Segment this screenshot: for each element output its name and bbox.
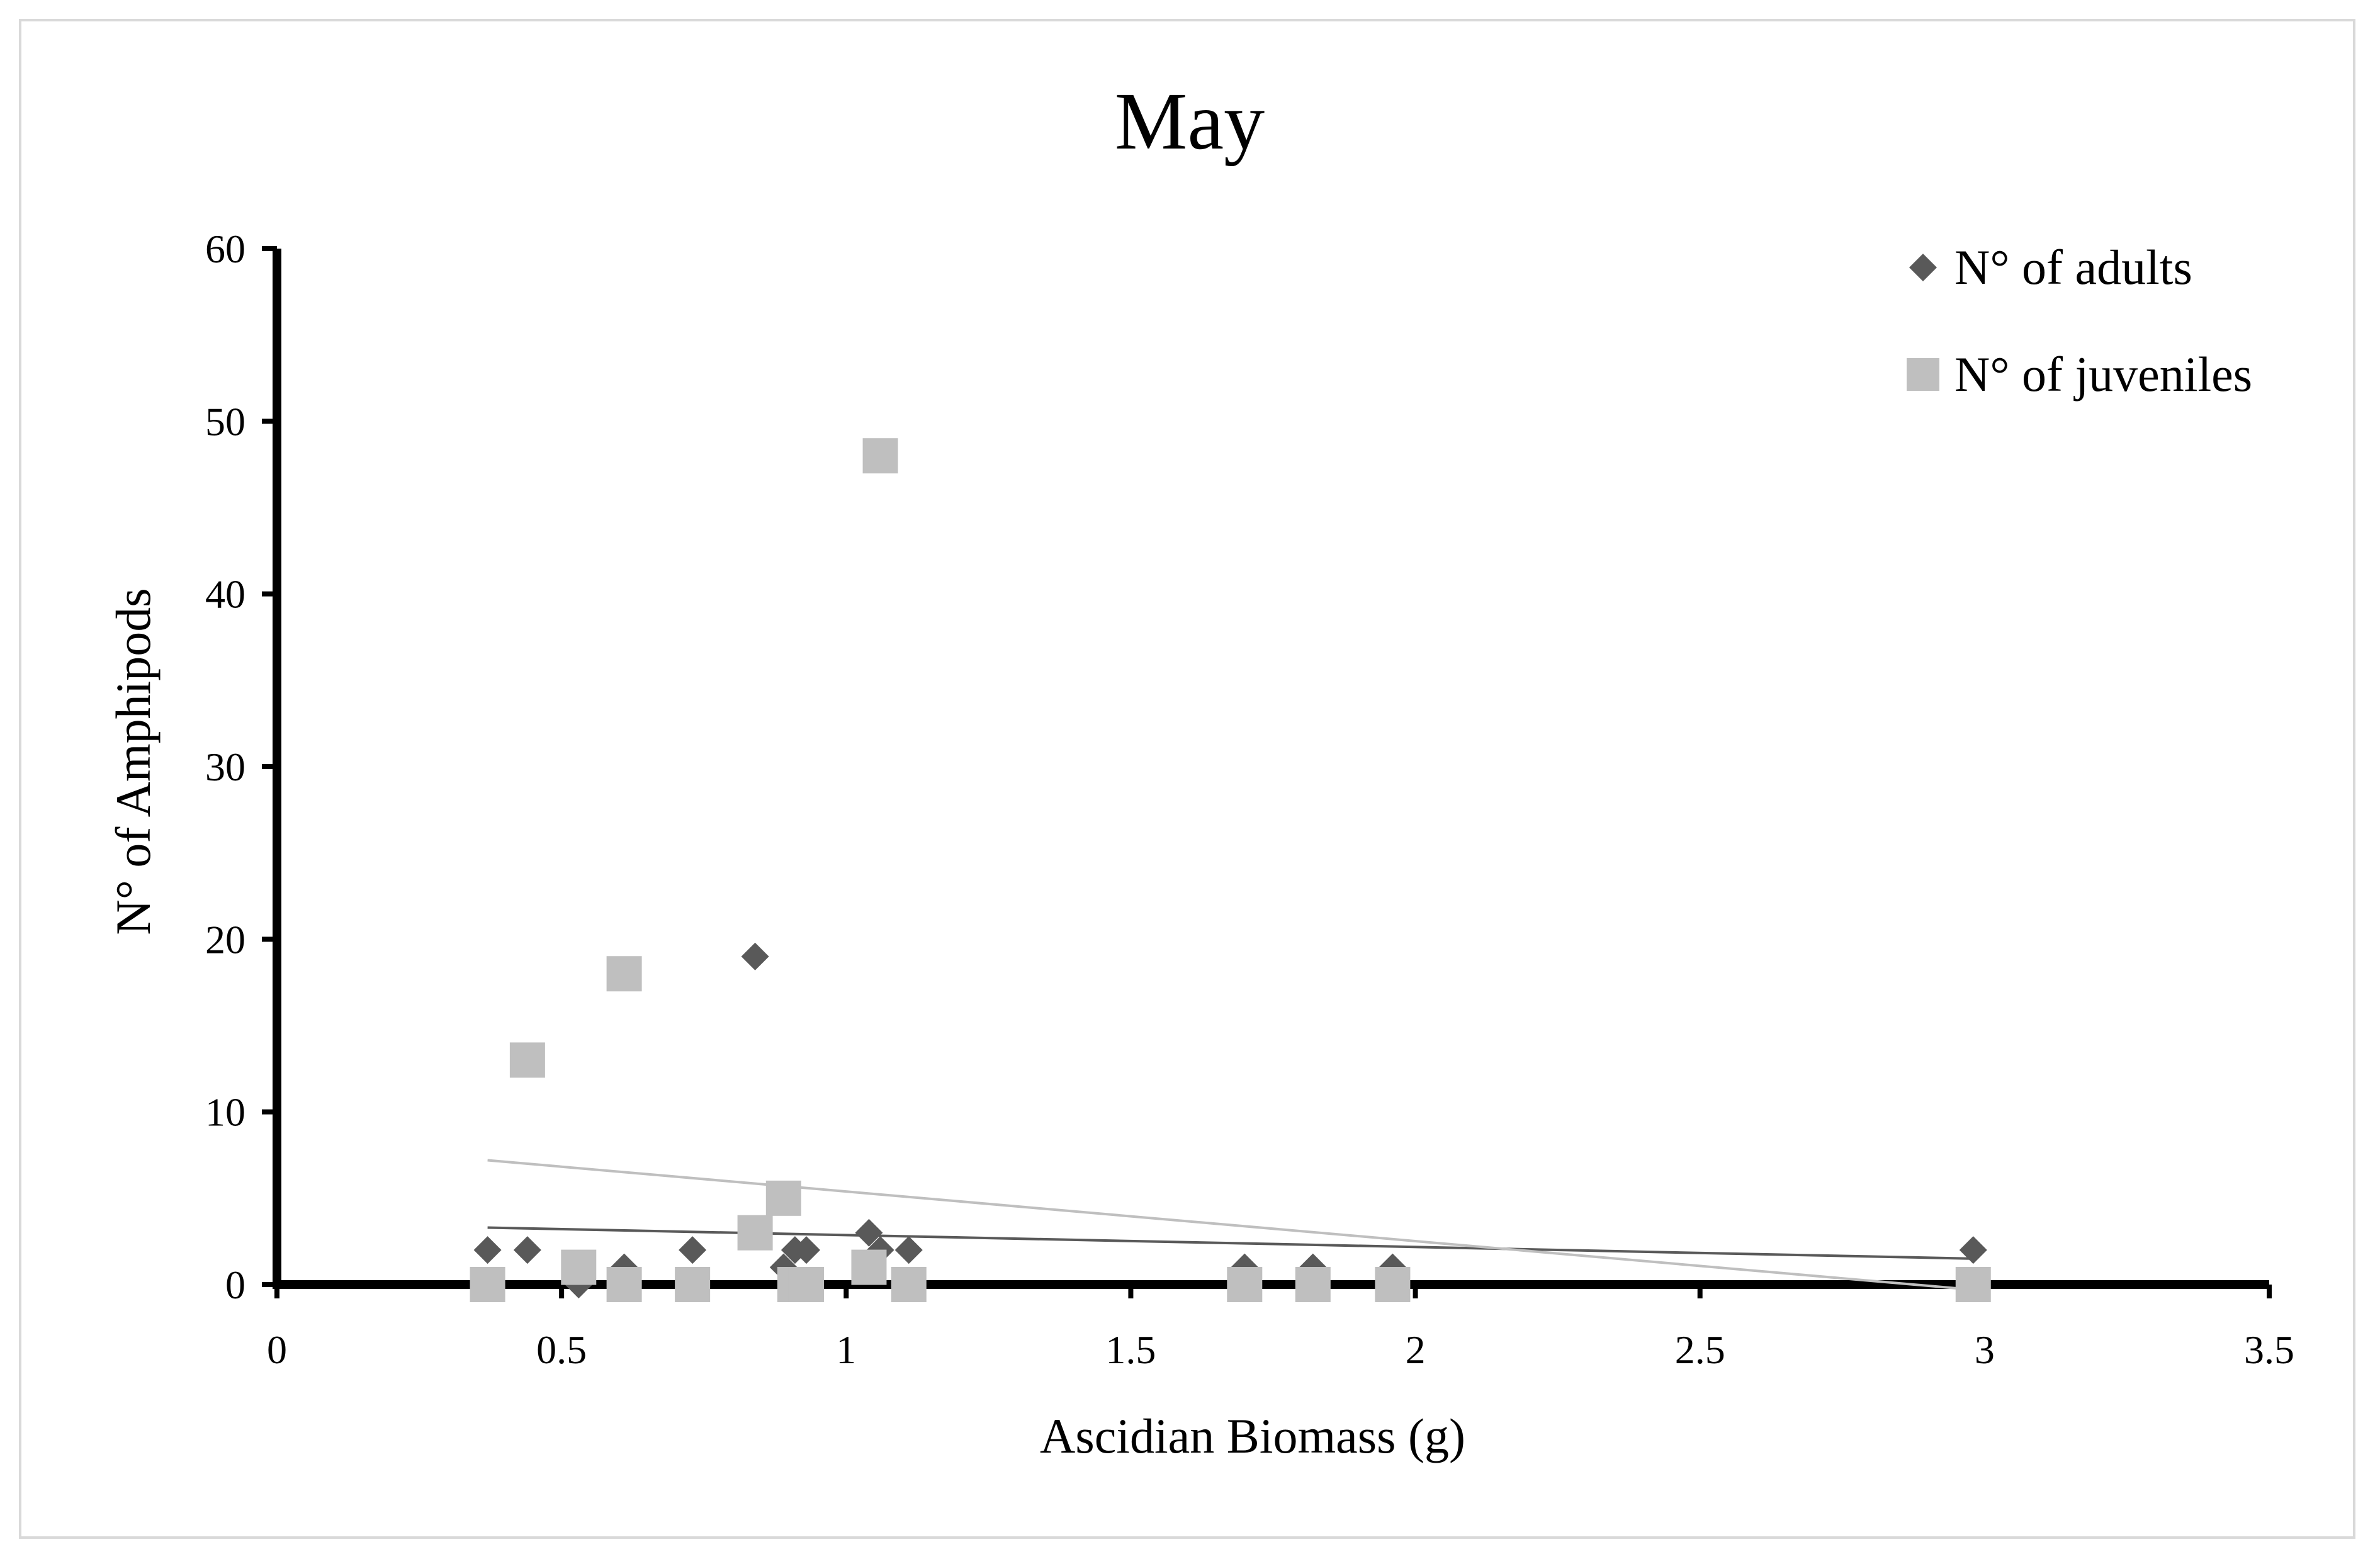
y-tick-label: 10: [205, 1090, 245, 1135]
legend-juveniles-marker: [1907, 358, 1939, 391]
juveniles-point: [891, 1267, 927, 1302]
juveniles-point: [606, 1267, 642, 1302]
legend: N° of adults N° of juveniles: [1907, 240, 2252, 402]
y-tick-label: 20: [205, 917, 245, 962]
adults-point: [513, 1236, 541, 1264]
juveniles-point: [509, 1042, 545, 1078]
x-tick-label: 2.5: [1675, 1327, 1725, 1372]
adults-point: [792, 1236, 820, 1264]
y-tick-label: 30: [205, 745, 245, 789]
adults-point: [1959, 1236, 1987, 1264]
juveniles-point: [1375, 1267, 1411, 1302]
y-tick-label: 50: [205, 399, 245, 444]
juveniles-point: [765, 1180, 801, 1216]
juveniles-point: [675, 1267, 711, 1302]
juveniles-point: [561, 1249, 597, 1285]
adults-point: [679, 1236, 707, 1264]
y-tick-label: 60: [205, 227, 245, 271]
y-tick-label: 40: [205, 572, 245, 617]
adults-point: [894, 1236, 923, 1264]
juveniles-point: [1295, 1267, 1331, 1302]
juveniles-point: [788, 1267, 824, 1302]
chart-title: May: [1115, 76, 1265, 167]
x-tick-label: 1: [836, 1327, 856, 1372]
juveniles-point: [737, 1215, 773, 1251]
x-axis-label: Ascidian Biomass (g): [1040, 1409, 1465, 1463]
adults-point: [473, 1236, 502, 1264]
adults-point: [855, 1218, 883, 1247]
x-tick-label: 0: [267, 1327, 287, 1372]
y-axis-label: N° of Amphipods: [106, 588, 161, 935]
juveniles-point: [606, 956, 642, 992]
x-tick-label: 1.5: [1105, 1327, 1156, 1372]
juveniles-point: [1955, 1267, 1991, 1302]
juveniles-point: [470, 1267, 505, 1302]
legend-adults-marker: [1909, 254, 1937, 281]
x-tick-label: 0.5: [536, 1327, 587, 1372]
y-tick-label: 0: [225, 1263, 245, 1307]
juveniles-point: [862, 438, 898, 474]
legend-juveniles-label: N° of juveniles: [1954, 347, 2252, 402]
x-tick-label: 2: [1406, 1327, 1426, 1372]
plot-area: 0 10 20 30 40 50 60 0 0.5 1 1.5 2 2.5 3 3.5: [205, 227, 2294, 1372]
x-tick-label: 3: [1975, 1327, 1995, 1372]
juveniles-point: [1227, 1267, 1263, 1302]
adults-point: [741, 942, 769, 970]
adults-trendline: [487, 1226, 1973, 1260]
legend-adults-label: N° of adults: [1954, 240, 2192, 295]
x-tick-label: 3.5: [2244, 1327, 2294, 1372]
juveniles-trendline: [487, 1159, 1973, 1291]
juveniles-point: [851, 1249, 887, 1285]
